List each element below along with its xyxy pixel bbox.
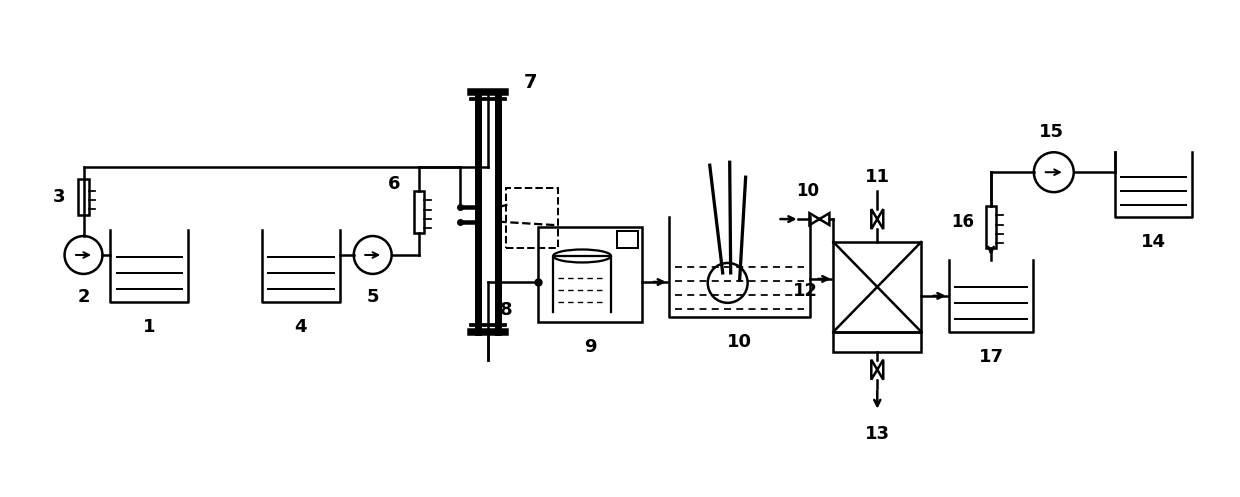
Text: 9: 9 <box>584 338 596 356</box>
Text: 17: 17 <box>978 348 1003 366</box>
Text: 2: 2 <box>77 288 89 306</box>
Text: 13: 13 <box>864 425 890 443</box>
Text: 10: 10 <box>796 182 818 200</box>
Text: 8: 8 <box>500 301 512 319</box>
Text: 4: 4 <box>295 318 308 336</box>
Text: 1: 1 <box>143 318 155 336</box>
Text: 3: 3 <box>52 188 64 206</box>
Text: 10: 10 <box>727 332 753 351</box>
Text: 12: 12 <box>794 282 818 300</box>
Text: 5: 5 <box>367 288 379 306</box>
Text: 6: 6 <box>387 175 399 193</box>
Text: 16: 16 <box>951 213 975 231</box>
Text: 7: 7 <box>523 73 537 92</box>
Text: 14: 14 <box>1141 233 1166 251</box>
Text: 11: 11 <box>864 168 890 186</box>
Text: 15: 15 <box>1039 123 1064 141</box>
